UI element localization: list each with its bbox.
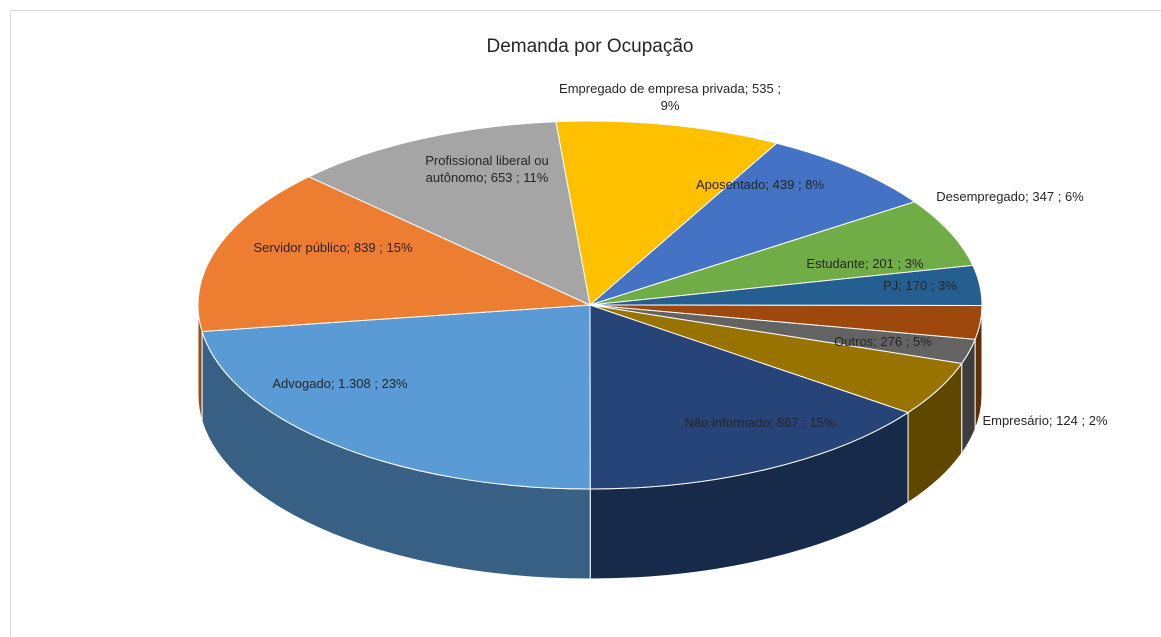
label-separator: ;: [1081, 413, 1086, 428]
label-separator: ;: [777, 81, 781, 96]
label-value: 170: [905, 278, 928, 293]
slice: [307, 121, 591, 306]
label-separator: ;: [330, 376, 335, 391]
label-category: Empregado de empresa privada: [559, 81, 745, 96]
data-label: Advogado; 1.308 ; 23%: [230, 375, 450, 392]
data-labels: Empregado de empresa privada; 535 ; 9% Ap…: [223, 80, 1135, 431]
label-separator: ;: [802, 415, 806, 430]
label-percent: 3%: [938, 278, 957, 293]
slice: [201, 304, 591, 490]
pie-sides: [197, 304, 983, 580]
label-separator: ;: [1025, 189, 1029, 204]
data-label: Outros; 276 ; 5%: [813, 333, 953, 350]
label-separator: ;: [769, 415, 774, 430]
label-percent: 9%: [660, 98, 680, 113]
label-category: Estudante: [806, 256, 865, 271]
slice: [589, 304, 910, 490]
label-percent: 5%: [913, 334, 932, 349]
label-separator: ;: [898, 278, 902, 293]
label-separator: ;: [744, 81, 749, 96]
label-value: 439: [772, 177, 795, 192]
label-separator: ;: [1048, 413, 1053, 428]
slice: [555, 120, 778, 306]
data-label: Servidor público; 839 ; 15%: [223, 239, 443, 256]
label-separator: ;: [516, 170, 520, 185]
label-separator: ;: [374, 376, 378, 391]
data-label-box: Advogado; 1.308 ; 23%: [230, 375, 450, 392]
data-label: Não informado; 867 ; 15%: [660, 414, 860, 431]
data-label-box: Profissional liberal ou autônomo; 653 ; …: [402, 152, 572, 186]
label-separator: ;: [346, 240, 351, 255]
label-category: Não informado: [684, 415, 770, 430]
label-value: 124: [1056, 413, 1078, 428]
label-category: Empresário: [982, 413, 1049, 428]
label-category: Servidor público: [253, 240, 347, 255]
label-category: PJ: [883, 278, 899, 293]
label-separator: ;: [1057, 189, 1062, 204]
data-label-box: Servidor público; 839 ; 15%: [223, 239, 443, 256]
label-percent: 2%: [1088, 413, 1108, 428]
data-label-box: Aposentado; 439 ; 8%: [690, 176, 830, 193]
label-value: 839: [353, 240, 376, 255]
data-label: Desempregado; 347 ; 6%: [890, 188, 1130, 205]
label-separator: ;: [864, 256, 869, 271]
label-separator: ;: [897, 256, 902, 271]
data-label: Profissional liberal ou autônomo; 653 ; …: [402, 152, 572, 186]
label-percent: 8%: [805, 177, 825, 192]
label-percent: 15%: [809, 415, 836, 430]
label-separator: ;: [483, 170, 488, 185]
data-label-box: PJ; 170 ; 3%: [860, 277, 980, 294]
label-value: 653: [490, 170, 513, 185]
data-label-box: Estudante; 201 ; 3%: [785, 255, 945, 272]
label-separator: ;: [765, 177, 770, 192]
data-label-box: Desempregado; 347 ; 6%: [890, 188, 1130, 205]
label-category: Profissional liberal ou autônomo: [425, 153, 549, 185]
slice: [589, 142, 916, 306]
label-value: 276: [880, 334, 903, 349]
label-percent: 23%: [381, 376, 408, 391]
label-separator: ;: [930, 278, 935, 293]
data-label: Empresário; 124 ; 2%: [955, 412, 1135, 429]
data-label-box: Empregado de empresa privada; 535 ; 9%: [550, 80, 790, 114]
data-label-box: Empresário; 124 ; 2%: [955, 412, 1135, 429]
data-label-box: Outros; 276 ; 5%: [813, 333, 953, 350]
data-label: Estudante; 201 ; 3%: [785, 255, 945, 272]
label-separator: ;: [797, 177, 802, 192]
label-percent: 15%: [386, 240, 413, 255]
data-label-box: Não informado; 867 ; 15%: [660, 414, 860, 431]
label-separator: ;: [905, 334, 910, 349]
label-value: 535: [752, 81, 774, 96]
label-percent: 11%: [523, 170, 549, 185]
label-separator: ;: [379, 240, 383, 255]
label-category: Advogado: [272, 376, 331, 391]
label-separator: ;: [873, 334, 877, 349]
label-value: 347: [1032, 189, 1055, 204]
data-label: Aposentado; 439 ; 8%: [690, 176, 830, 193]
chart-title: Demanda por Ocupação: [486, 36, 693, 57]
label-category: Desempregado: [936, 189, 1026, 204]
label-value: 867: [776, 415, 799, 430]
label-category: Aposentado: [695, 177, 766, 192]
label-category: Outros: [834, 334, 874, 349]
data-label: Empregado de empresa privada; 535 ; 9%: [550, 80, 790, 114]
label-value: 201: [872, 256, 894, 271]
label-percent: 3%: [904, 256, 924, 271]
data-label: PJ; 170 ; 3%: [860, 277, 980, 294]
slice: [589, 201, 974, 306]
label-value: 1.308: [338, 376, 371, 391]
pie-tops: [197, 120, 983, 490]
slice: [197, 176, 591, 332]
label-percent: 6%: [1064, 189, 1084, 204]
